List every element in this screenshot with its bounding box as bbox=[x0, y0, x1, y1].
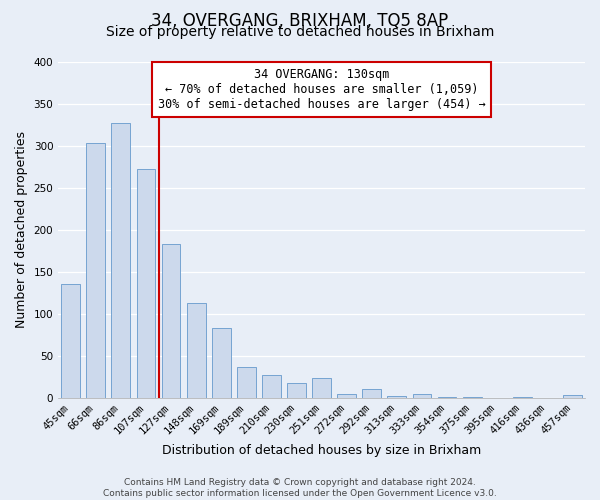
Bar bbox=[212, 328, 230, 398]
Bar bbox=[112, 123, 130, 398]
Bar bbox=[287, 384, 306, 398]
Bar bbox=[513, 397, 532, 398]
Bar bbox=[262, 375, 281, 398]
Text: 34 OVERGANG: 130sqm
← 70% of detached houses are smaller (1,059)
30% of semi-det: 34 OVERGANG: 130sqm ← 70% of detached ho… bbox=[158, 68, 485, 111]
Bar bbox=[337, 394, 356, 398]
Bar bbox=[237, 366, 256, 398]
Bar bbox=[86, 143, 105, 398]
Y-axis label: Number of detached properties: Number of detached properties bbox=[15, 131, 28, 328]
Bar bbox=[161, 244, 181, 398]
Bar bbox=[137, 169, 155, 398]
Text: 34, OVERGANG, BRIXHAM, TQ5 8AP: 34, OVERGANG, BRIXHAM, TQ5 8AP bbox=[151, 12, 449, 30]
Bar bbox=[413, 394, 431, 398]
X-axis label: Distribution of detached houses by size in Brixham: Distribution of detached houses by size … bbox=[162, 444, 481, 458]
Bar bbox=[362, 390, 381, 398]
Bar bbox=[388, 396, 406, 398]
Bar bbox=[563, 395, 582, 398]
Bar bbox=[61, 284, 80, 398]
Bar bbox=[187, 302, 206, 398]
Bar bbox=[312, 378, 331, 398]
Bar bbox=[437, 397, 457, 398]
Text: Size of property relative to detached houses in Brixham: Size of property relative to detached ho… bbox=[106, 25, 494, 39]
Bar bbox=[463, 397, 482, 398]
Text: Contains HM Land Registry data © Crown copyright and database right 2024.
Contai: Contains HM Land Registry data © Crown c… bbox=[103, 478, 497, 498]
